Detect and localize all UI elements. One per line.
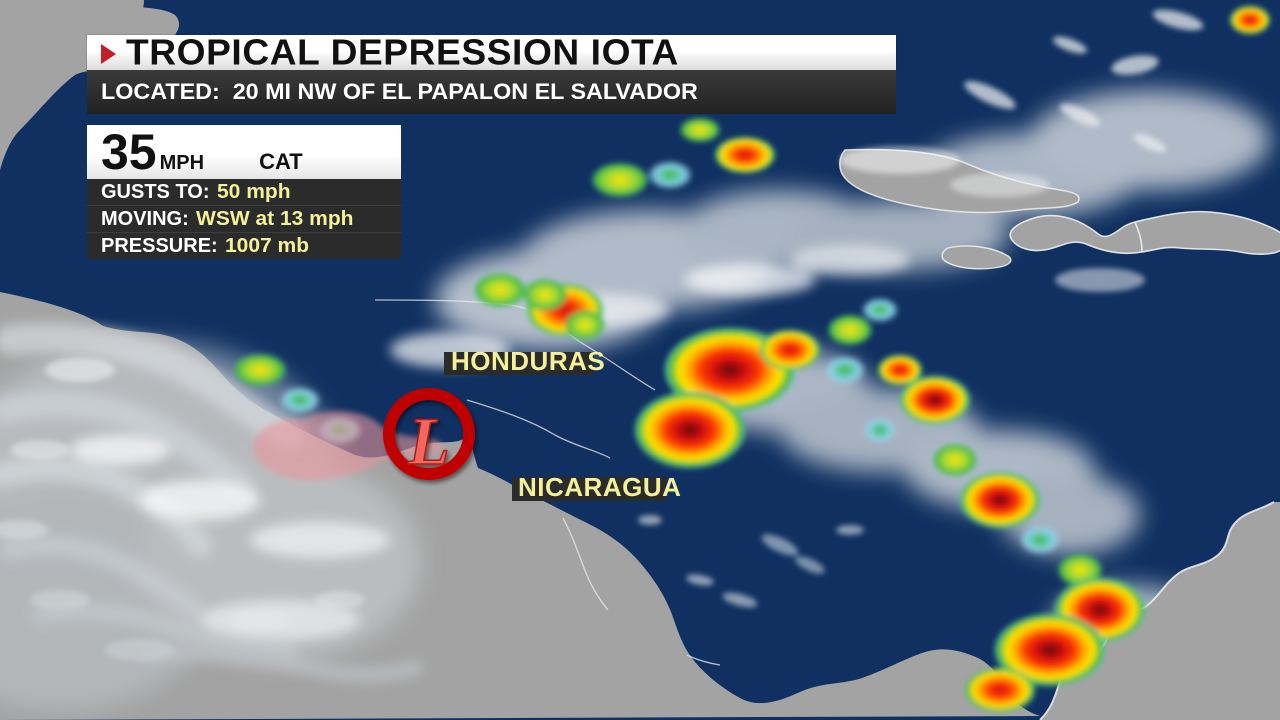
svg-text:L: L <box>407 403 450 479</box>
